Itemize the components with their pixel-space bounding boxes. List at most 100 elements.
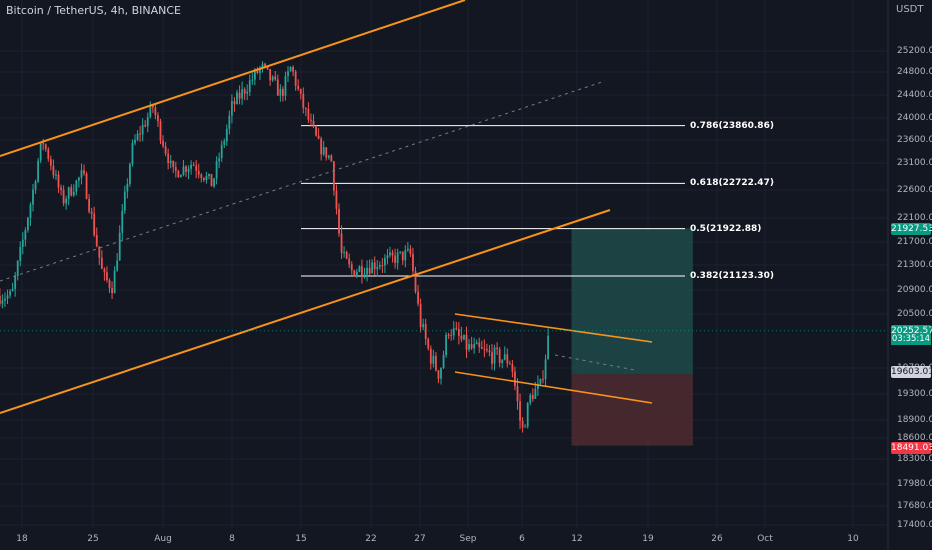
candle-body	[496, 347, 499, 350]
candle-body	[483, 348, 486, 350]
candle-body	[378, 265, 381, 268]
candle-body	[4, 298, 6, 301]
candle-body	[151, 105, 154, 108]
candle-body	[177, 170, 180, 178]
candle-body	[243, 89, 246, 94]
candle-body	[343, 251, 346, 253]
time-tick-label: 27	[414, 534, 426, 544]
candle-body	[251, 79, 254, 81]
candle-body	[294, 71, 297, 86]
candle-body	[516, 386, 519, 402]
candle-body	[49, 158, 52, 166]
candle-body	[340, 233, 343, 253]
candle-body	[284, 76, 287, 96]
price-tick-label: 18900.00	[897, 415, 932, 425]
target-price-badge: 21927.53	[891, 223, 932, 235]
candle-body	[508, 363, 511, 365]
candle-body	[384, 258, 386, 266]
candle-body	[350, 264, 353, 271]
candle-body	[29, 204, 32, 218]
candle-body	[355, 271, 358, 277]
candle-body	[65, 198, 68, 204]
candle-body	[501, 359, 504, 363]
candle-body	[412, 253, 414, 272]
candle-body	[57, 174, 60, 188]
candle-body	[348, 258, 351, 265]
candle-body	[327, 155, 330, 158]
candle-body	[159, 121, 162, 141]
price-tick-label: 24000.00	[897, 113, 932, 123]
time-tick-label: 12	[571, 534, 583, 544]
candle-body	[200, 174, 203, 178]
price-tick-label: 20900.00	[897, 285, 932, 295]
candle-body	[167, 153, 170, 164]
candle-body	[27, 217, 29, 231]
wedge-upper-line	[454, 313, 653, 343]
price-tick-label: 24400.00	[897, 90, 932, 100]
candle-body	[519, 401, 521, 421]
candle-body	[478, 342, 481, 348]
candle-body	[215, 161, 218, 179]
candle-body	[437, 370, 440, 379]
candle-body	[345, 251, 348, 259]
candle-body	[358, 266, 361, 272]
candle-body	[149, 105, 152, 118]
candle-body	[157, 115, 159, 122]
candle-body	[248, 80, 251, 92]
candle-body	[488, 350, 491, 353]
fib-label: 0.382(21123.30)	[690, 271, 774, 282]
candle-body	[83, 170, 85, 174]
time-tick-label: 8	[229, 534, 235, 544]
price-tick-label: 23100.00	[897, 158, 932, 168]
price-tick-label: 17400.00	[897, 520, 932, 530]
candle-body	[480, 347, 483, 349]
candle-body	[322, 147, 325, 155]
candle-body	[542, 379, 544, 381]
candle-body	[457, 328, 460, 336]
candle-body	[498, 349, 501, 363]
candle-body	[312, 120, 315, 127]
channel-upper-line	[0, 0, 466, 157]
candle-body	[381, 265, 384, 267]
candle-body	[534, 388, 537, 399]
candle-body	[154, 107, 157, 116]
candle-body	[429, 348, 432, 364]
candle-body	[256, 69, 259, 73]
candle-body	[208, 174, 210, 177]
candle-body	[202, 177, 205, 180]
candle-body	[361, 266, 363, 276]
candle-body	[205, 176, 208, 180]
candle-body	[325, 147, 328, 158]
candle-body	[261, 63, 264, 68]
candle-body	[113, 270, 116, 294]
candle-body	[547, 335, 550, 360]
candle-body	[320, 138, 323, 155]
stop-zone	[571, 374, 693, 446]
candle-body	[62, 189, 65, 204]
candle-body	[78, 177, 80, 181]
candle-body	[537, 383, 539, 389]
candle-body	[292, 66, 295, 72]
candle-body	[539, 379, 542, 384]
symbol-title[interactable]: Bitcoin / TetherUS, 4h, BINANCE	[6, 4, 182, 17]
candle-body	[141, 125, 144, 135]
candle-body	[11, 288, 14, 292]
candle-body	[315, 126, 317, 136]
time-tick-label: 26	[711, 534, 723, 544]
candle-body	[14, 275, 17, 289]
candle-body	[544, 359, 547, 380]
price-tick-label: 22600.00	[897, 185, 932, 195]
candle-body	[100, 257, 103, 269]
candle-body	[338, 208, 340, 234]
candle-body	[271, 76, 274, 81]
candle-body	[353, 270, 356, 277]
candle-body	[363, 274, 366, 276]
candle-body	[287, 71, 289, 77]
candle-body	[521, 420, 524, 428]
currency-label: USDT	[896, 4, 924, 15]
candle-body	[531, 395, 534, 399]
candle-body	[180, 174, 182, 178]
candle-body	[414, 271, 417, 292]
entry-price-badge: 19603.01	[891, 366, 932, 378]
